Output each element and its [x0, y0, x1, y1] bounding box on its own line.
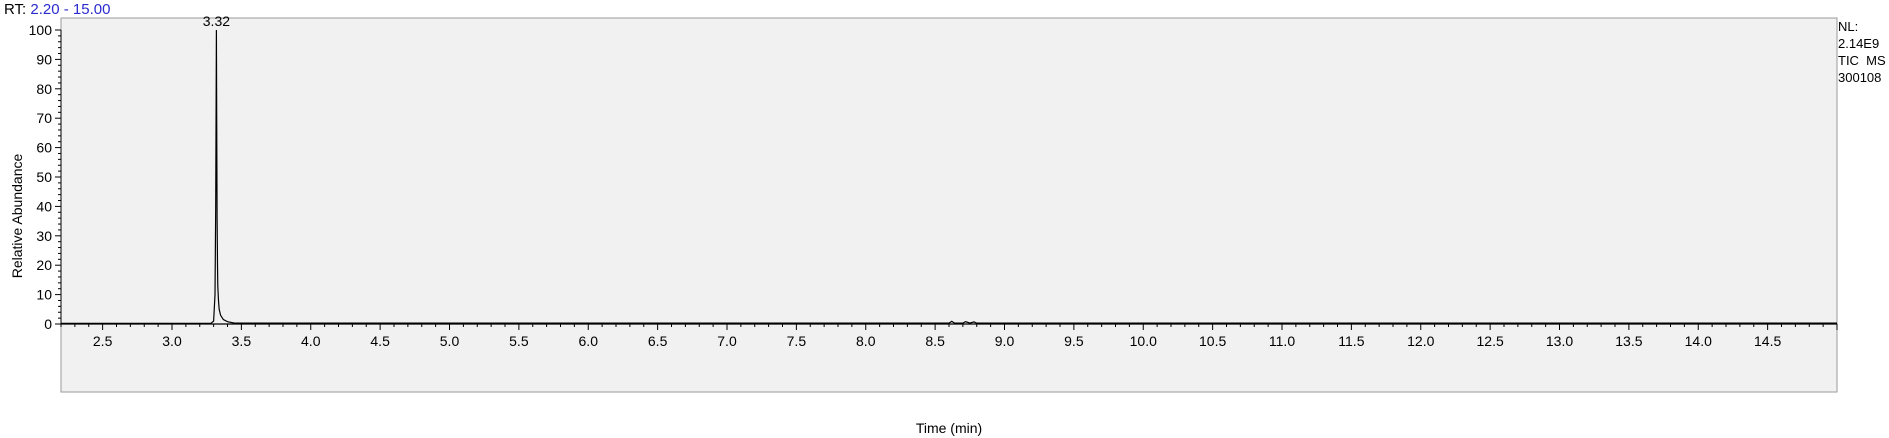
x-tick-label: 7.5: [787, 333, 807, 349]
x-tick-label: 10.0: [1130, 333, 1157, 349]
x-tick-label: 6.5: [648, 333, 668, 349]
x-tick-label: 3.0: [162, 333, 182, 349]
peak-label: 3.32: [203, 13, 230, 29]
x-tick-label: 14.5: [1754, 333, 1781, 349]
rt-range-value: 2.20 - 15.00: [30, 1, 111, 18]
x-tick-label: 12.5: [1477, 333, 1504, 349]
x-tick-label: 9.5: [1064, 333, 1084, 349]
peak-labels: 3.32: [203, 13, 230, 29]
y-tick-label: 50: [36, 169, 52, 185]
x-tick-label: 3.5: [232, 333, 252, 349]
normalization-info: NL: 2.14E9 TIC MS 300108: [1838, 18, 1886, 86]
y-tick-label: 30: [36, 228, 52, 244]
y-axis-title: Relative Abundance: [9, 154, 25, 279]
y-tick-label: 60: [36, 140, 52, 156]
nl-label: NL:: [1838, 19, 1859, 34]
x-tick-label: 11.0: [1269, 333, 1295, 349]
y-tick-label: 40: [36, 198, 52, 214]
x-tick-label: 2.5: [93, 333, 113, 349]
x-tick-label: 13.5: [1615, 333, 1642, 349]
y-tick-label: 90: [36, 51, 52, 67]
y-tick-label: 10: [36, 287, 52, 303]
x-tick-label: 9.0: [995, 333, 1015, 349]
y-axis: 0 10 20 30 40 50 60 70 80 90 100: [29, 22, 62, 332]
tic-trace: [61, 29, 1837, 325]
trace-type: TIC MS: [1838, 53, 1886, 68]
x-tick-label: 4.5: [370, 333, 390, 349]
x-tick-label: 8.5: [925, 333, 945, 349]
rt-prefix: RT:: [4, 1, 27, 18]
y-tick-label: 100: [29, 22, 53, 38]
x-tick-label: 10.5: [1199, 333, 1226, 349]
x-tick-label: 5.5: [509, 333, 529, 349]
x-tick-label: 13.0: [1546, 333, 1573, 349]
x-tick-label: 12.0: [1407, 333, 1434, 349]
x-axis-title: Time (min): [916, 420, 982, 436]
x-tick-label: 5.0: [440, 333, 460, 349]
y-tick-label: 70: [36, 110, 52, 126]
sample-id: 300108: [1838, 70, 1882, 85]
x-tick-label: 6.0: [579, 333, 599, 349]
x-axis: 2.5 3.0 3.5 4.0 4.5 5.0 5.5 6.0 6.5 7.0 7.5 8.0 8.5 9…: [60, 323, 1838, 349]
y-tick-label: 80: [36, 81, 52, 97]
x-tick-label: 7.0: [717, 333, 737, 349]
x-tick-label: 11.5: [1338, 333, 1364, 349]
plot-area: [60, 17, 1838, 393]
rt-range-label: RT: 2.20 - 15.00: [4, 1, 110, 18]
x-tick-label: 14.0: [1685, 333, 1712, 349]
x-tick-label: 8.0: [856, 333, 876, 349]
y-tick-label: 0: [44, 316, 52, 332]
y-tick-label: 20: [36, 257, 52, 273]
x-tick-label: 4.0: [301, 333, 321, 349]
nl-value: 2.14E9: [1838, 36, 1880, 51]
